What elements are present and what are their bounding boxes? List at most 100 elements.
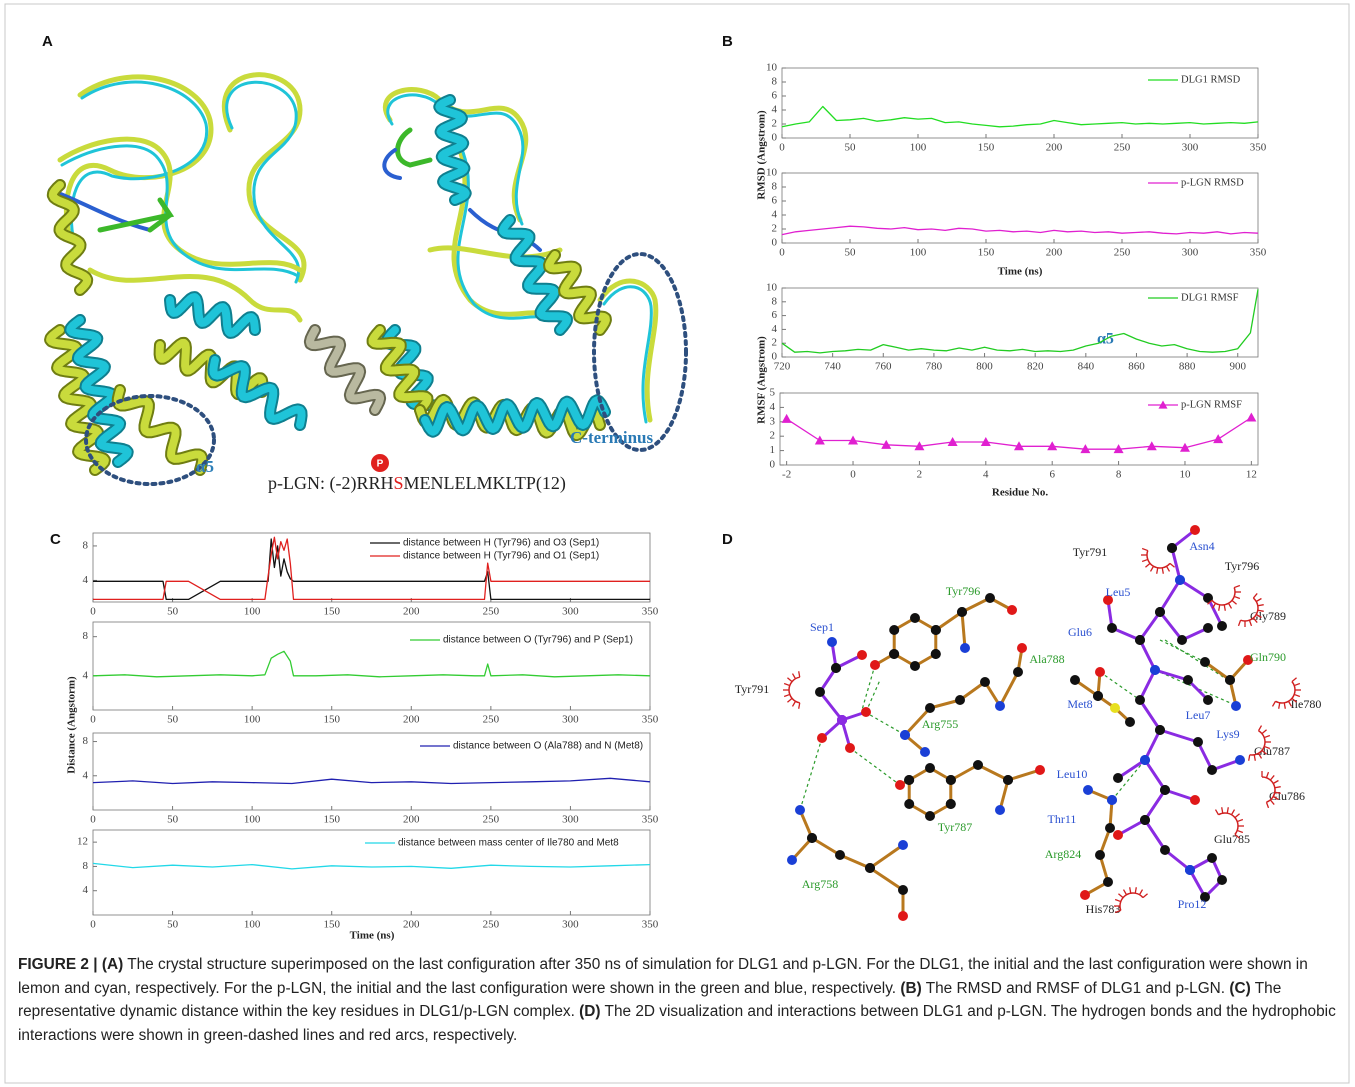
- hydrogen-bond: [1099, 671, 1141, 701]
- data-line: [781, 225, 1259, 236]
- residue-label: Leu5: [1106, 585, 1131, 599]
- atom: [946, 775, 956, 785]
- atom: [1225, 675, 1235, 685]
- atom: [1113, 830, 1123, 840]
- hydrogen-bond: [1164, 639, 1229, 681]
- atom: [1103, 877, 1113, 887]
- hydrophobic-arc: [1146, 550, 1171, 569]
- hydrophobic-spoke: [1263, 745, 1271, 750]
- loop: [225, 80, 301, 284]
- x-tick-label: 0: [90, 714, 96, 726]
- figure-label: FIGURE 2 |: [18, 956, 98, 973]
- x-tick-label: 0: [90, 606, 96, 618]
- hydrophobic-spoke: [1223, 604, 1226, 611]
- hydrophobic-spoke: [1114, 898, 1122, 903]
- atom: [795, 805, 805, 815]
- residue-label: Met8: [1067, 697, 1092, 711]
- y-tick-label: 2: [772, 337, 778, 349]
- residue-label: Lys9: [1216, 727, 1239, 741]
- loop: [427, 245, 563, 260]
- hydrophobic-spoke: [1134, 887, 1137, 894]
- residue-label: Tyr796: [946, 584, 981, 598]
- bond: [1138, 669, 1157, 701]
- y-tick-label: 6: [772, 309, 778, 321]
- hydrophobic-spoke: [1122, 889, 1128, 896]
- bond: [839, 853, 871, 870]
- x-tick-label: 300: [1182, 142, 1199, 154]
- x-tick-label: 50: [167, 714, 179, 726]
- phospho-badge-text: P: [377, 459, 384, 470]
- loop: [70, 80, 209, 244]
- x-tick-label: 350: [1250, 247, 1267, 259]
- atom: [955, 695, 965, 705]
- bond: [998, 779, 1010, 811]
- residue-label: Asn4: [1189, 539, 1214, 553]
- loop: [97, 197, 175, 233]
- bond: [1007, 768, 1041, 782]
- y-tick-label: 4: [772, 323, 778, 335]
- hydrophobic-spoke: [1255, 597, 1262, 603]
- x-tick-label: 50: [845, 142, 857, 154]
- atom: [870, 660, 880, 670]
- x-tick-label: 150: [978, 142, 995, 154]
- hydrophobic-spoke: [1118, 893, 1124, 899]
- bond: [1143, 759, 1167, 791]
- y-axis-label: RMSF (Angstrom): [756, 336, 768, 424]
- x-tick-label: 720: [774, 361, 791, 373]
- residue-label: Tyr791: [1073, 545, 1108, 559]
- y-tick-label: 12: [77, 836, 88, 848]
- atom: [1013, 667, 1023, 677]
- y-tick-label: 4: [772, 209, 778, 221]
- data-point: [814, 435, 825, 445]
- bond: [1164, 848, 1191, 872]
- atom: [960, 643, 970, 653]
- x-tick-label: 250: [483, 814, 500, 826]
- x-tick-label: 880: [1179, 361, 1196, 373]
- x-tick-label: 50: [845, 247, 857, 259]
- y-tick-label: 4: [83, 574, 89, 586]
- x-tick-label: 6: [1049, 469, 1055, 481]
- atom: [1095, 850, 1105, 860]
- data-line: [781, 105, 1259, 128]
- residue-label: Ile780: [1291, 697, 1322, 711]
- y-tick-label: 10: [766, 62, 778, 74]
- hydrophobic-spoke: [1230, 809, 1236, 816]
- phospho-badge: [371, 454, 389, 472]
- hydrophobic-spoke: [787, 697, 793, 703]
- atom: [925, 703, 935, 713]
- bond: [950, 763, 979, 782]
- atom: [1200, 892, 1210, 902]
- bond: [1158, 611, 1184, 641]
- axes-frame: [92, 621, 651, 711]
- atom: [1190, 795, 1200, 805]
- bond: [811, 836, 841, 857]
- hydrophobic-arc: [1218, 812, 1239, 835]
- helix: [305, 326, 385, 414]
- hydrophobic-spoke: [1221, 807, 1224, 814]
- x-tick-label: 12: [1246, 469, 1257, 481]
- atom: [1235, 755, 1245, 765]
- y-tick-label: 0: [772, 351, 778, 363]
- hydrophobic-spoke: [1156, 567, 1159, 574]
- x-tick-label: 350: [642, 606, 659, 618]
- atom: [1113, 773, 1123, 783]
- x-tick-label: 0: [779, 247, 785, 259]
- helix: [209, 356, 306, 429]
- data-point: [914, 441, 925, 451]
- axes-frame: [92, 532, 651, 603]
- hydrophobic-spoke: [1274, 791, 1281, 794]
- hydrophobic-spoke: [1231, 599, 1237, 605]
- y-tick-label: 8: [772, 295, 778, 307]
- hydrophobic-spoke: [1227, 602, 1233, 609]
- hydrophobic-spoke: [1233, 584, 1241, 589]
- y-tick-label: 6: [772, 90, 778, 102]
- data-line: [92, 650, 651, 678]
- data-point: [1179, 442, 1190, 452]
- bond: [869, 866, 904, 892]
- hydrogen-bond: [865, 679, 881, 713]
- x-axis-label: Time (ns): [998, 266, 1043, 278]
- data-line: [93, 536, 650, 601]
- x-tick-label: 300: [562, 606, 579, 618]
- residue-label: Leu10: [1057, 767, 1088, 781]
- x-tick-label: 50: [167, 606, 179, 618]
